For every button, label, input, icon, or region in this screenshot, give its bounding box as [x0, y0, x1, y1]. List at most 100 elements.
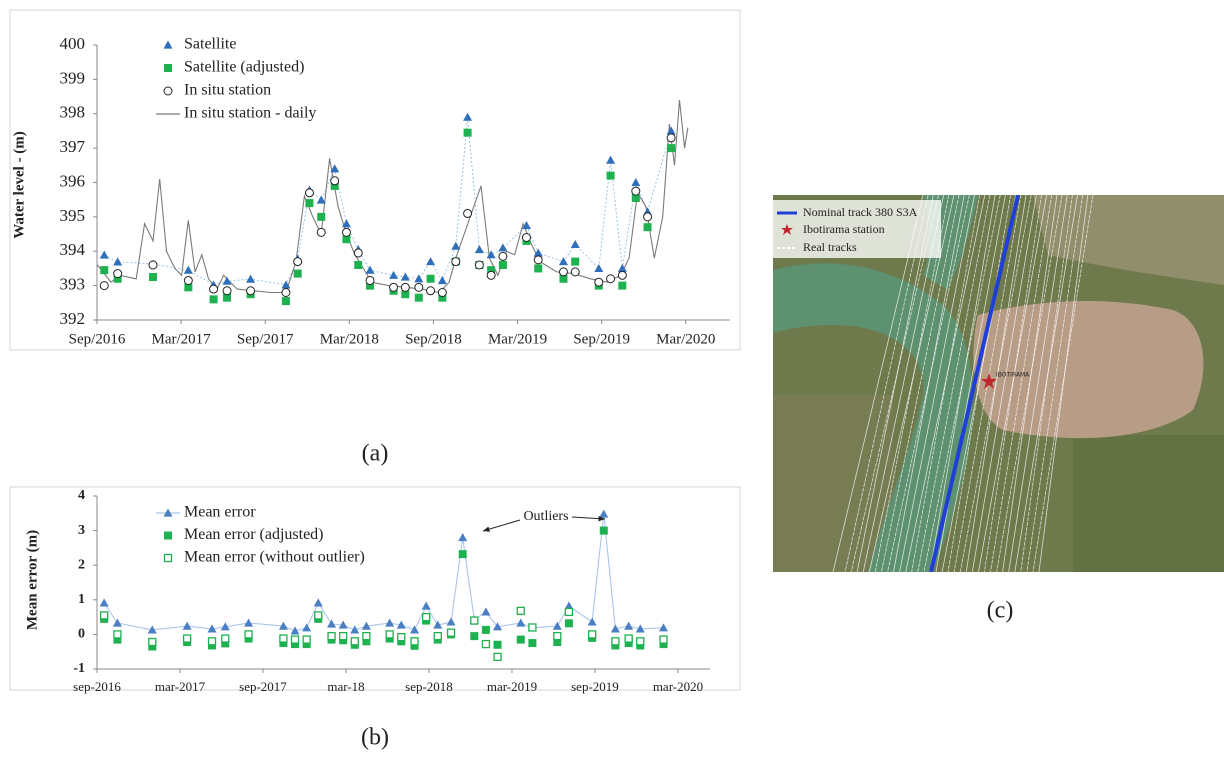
panel-frame	[9, 9, 741, 351]
square-marker	[410, 641, 419, 650]
place-label: IBOTIRAMA	[996, 372, 1030, 379]
open-square-marker	[302, 635, 311, 644]
circle-marker	[222, 286, 232, 296]
legend-text: Mean error (without outlier)	[184, 549, 365, 566]
square-marker	[414, 293, 423, 302]
triangle-marker	[486, 250, 496, 259]
triangle-marker	[493, 622, 503, 631]
square-marker	[149, 273, 158, 282]
panel-label: (c)	[987, 598, 1014, 624]
square-marker	[113, 274, 122, 283]
arrow-head	[598, 515, 605, 522]
open-square-marker	[385, 630, 394, 639]
circle-marker	[643, 212, 653, 222]
triangle-marker	[516, 618, 526, 627]
triangle-marker	[278, 621, 288, 630]
legend-marker	[164, 64, 172, 72]
triangle-marker	[635, 624, 645, 633]
triangle-marker	[246, 274, 256, 283]
square-marker	[184, 283, 193, 292]
legend-text: In situ station	[184, 82, 271, 99]
town	[1033, 195, 1224, 285]
open-square-marker	[339, 631, 348, 641]
square-marker	[339, 636, 348, 645]
y-tick-label: 398	[60, 103, 86, 122]
square-marker	[618, 281, 627, 290]
triangle-marker	[338, 620, 348, 629]
square-marker	[667, 144, 676, 153]
circle-marker	[365, 275, 375, 285]
triangle-marker	[437, 275, 447, 285]
circle-marker	[606, 274, 616, 284]
open-square-marker	[148, 637, 157, 647]
square-marker	[279, 639, 288, 648]
triangle-marker	[458, 533, 468, 542]
circle-marker	[389, 282, 399, 292]
panel-frame	[9, 486, 741, 691]
square-marker	[611, 641, 620, 650]
square-marker	[438, 293, 447, 302]
circle-marker	[183, 275, 193, 285]
x-tick-label: Sep/2019	[573, 331, 630, 347]
square-marker	[643, 223, 652, 232]
triangle-marker	[183, 265, 193, 274]
square-marker	[362, 637, 371, 646]
triangle-marker	[316, 195, 326, 204]
station-marker	[981, 373, 997, 389]
triangle-marker	[421, 601, 431, 610]
circle-marker	[426, 286, 436, 296]
triangle-marker	[182, 621, 192, 630]
legend-text: Satellite (adjusted)	[184, 59, 304, 76]
triangle-marker	[587, 617, 597, 626]
open-square-marker	[113, 630, 122, 639]
square-marker	[487, 266, 496, 275]
triangle-marker	[400, 272, 410, 281]
map-legend	[773, 200, 941, 258]
triangle-marker	[99, 598, 109, 607]
y-tick-label: 4	[78, 488, 85, 503]
real-track	[1014, 195, 1078, 572]
open-square-marker	[422, 612, 431, 622]
square-marker	[401, 290, 410, 299]
triangle-marker	[350, 625, 360, 634]
circle-marker	[498, 251, 508, 261]
square-marker	[498, 261, 507, 269]
circle-marker	[594, 277, 604, 287]
triangle-marker	[389, 270, 399, 279]
y-axis-label: Water level - (m)	[11, 131, 27, 239]
circle-marker	[558, 267, 568, 277]
square-marker	[559, 274, 568, 283]
triangle-marker	[474, 245, 484, 254]
circle-marker	[304, 188, 314, 198]
x-tick-label: Mar/2020	[656, 331, 715, 347]
legend-marker	[163, 40, 173, 49]
square-marker	[302, 640, 311, 649]
circle-marker	[148, 260, 158, 270]
square-marker	[516, 635, 525, 644]
open-square-marker	[279, 634, 288, 643]
circle-marker	[486, 270, 496, 280]
real-track	[917, 195, 991, 572]
real-track	[978, 195, 1048, 572]
open-square-marker	[244, 630, 253, 639]
circle-marker	[209, 284, 219, 294]
x-tick-label: sep-2018	[405, 679, 453, 694]
square-marker	[305, 199, 314, 208]
square-marker	[281, 297, 290, 306]
triangle-marker	[624, 621, 634, 630]
legend-marker	[164, 531, 172, 540]
triangle-marker	[433, 620, 443, 629]
square-marker	[631, 193, 640, 202]
open-square-marker	[481, 639, 491, 649]
triangle-marker	[396, 620, 406, 629]
triangle-marker	[244, 618, 254, 627]
y-tick-label: 399	[60, 68, 86, 87]
open-square-marker	[207, 637, 217, 646]
circle-marker	[293, 257, 303, 267]
real-track	[1032, 195, 1094, 572]
circle-marker	[341, 227, 351, 237]
circle-marker	[463, 208, 473, 218]
circle-marker	[330, 176, 340, 186]
square-marker	[385, 634, 394, 643]
